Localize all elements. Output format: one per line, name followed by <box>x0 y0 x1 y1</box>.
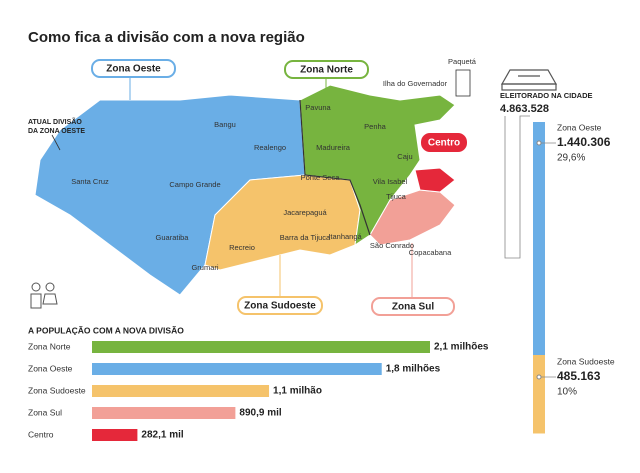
zone-area <box>369 189 456 246</box>
bracket <box>504 115 530 259</box>
row-label: Zona Oeste <box>28 363 73 373</box>
value-label: 2,1 milhões <box>434 342 489 353</box>
electorate-title: ELEITORADO NA CIDADE <box>500 91 593 100</box>
zone-pill <box>284 60 369 79</box>
place-label: Vila Isabel <box>373 177 408 186</box>
value-label: 1,8 milhões <box>386 364 441 375</box>
row-label: Zona Sudoeste <box>28 385 86 395</box>
place-label: Bangu <box>214 120 236 129</box>
zone-label: Zona Sul <box>392 302 434 313</box>
bar <box>92 341 430 353</box>
value-label: 1,1 milhão <box>273 386 322 397</box>
zone-label: Centro <box>428 138 460 149</box>
zone-pill <box>91 59 176 78</box>
zone-label: Zona Sudoeste <box>244 301 316 312</box>
electorate-segment <box>533 355 545 434</box>
bar <box>92 407 236 419</box>
place-label: Pavuna <box>305 103 331 112</box>
segment-share: 10% <box>557 387 577 398</box>
place-label: Realengo <box>254 143 286 152</box>
segment-share: 29,6% <box>557 153 585 164</box>
row-label: Zona Norte <box>28 341 71 351</box>
value-label: 282,1 mil <box>141 430 183 441</box>
people-icon <box>30 282 58 309</box>
zone-pill <box>371 297 455 316</box>
segment-name: Zona Sudoeste <box>557 356 615 366</box>
zone-border <box>299 99 371 236</box>
place-label: Madureira <box>316 143 351 152</box>
zone-pill <box>421 133 467 152</box>
place-label: Campo Grande <box>169 180 220 189</box>
place-label: São Conrado <box>370 241 414 250</box>
electorate-total: 4.863.528 <box>500 103 549 115</box>
leader-line <box>51 134 61 151</box>
place-label: Recreio <box>229 243 255 252</box>
map <box>34 69 471 298</box>
ballot-icon <box>500 69 558 91</box>
leader-dot <box>536 140 542 146</box>
zone-area <box>299 84 456 247</box>
row-label: Centro <box>28 429 54 439</box>
value-label: 890,9 mil <box>239 408 281 419</box>
zone-label: Zona Oeste <box>106 64 161 75</box>
place-label: Barra da Tijuca <box>280 233 331 242</box>
electorate-segment <box>533 122 545 355</box>
bar <box>92 385 270 397</box>
place-label: Itanhangá <box>328 232 362 241</box>
place-label: Tijuca <box>386 192 407 201</box>
segment-value: 1.440.306 <box>557 135 611 149</box>
place-label: Ponte Seca <box>301 173 341 182</box>
leader-dot <box>536 374 542 380</box>
title: Como fica a divisão com a nova região <box>28 29 305 46</box>
place-label: Penha <box>364 122 387 131</box>
place-label: Paquetá <box>448 57 477 66</box>
inset-box <box>455 69 471 97</box>
zone-area <box>414 167 456 193</box>
segment-name: Zona Oeste <box>557 122 602 132</box>
bar <box>92 363 382 375</box>
place-label: Santa Cruz <box>71 177 109 186</box>
annotation: ATUAL DIVISÃO <box>28 117 82 126</box>
row-label: Zona Sul <box>28 407 62 417</box>
place-label: Caju <box>397 152 412 161</box>
place-label: Jacarepaguá <box>283 208 327 217</box>
zone-label: Zona Norte <box>300 65 353 76</box>
place-label: Ilha do Governador <box>383 79 448 88</box>
population-title: A POPULAÇÃO COM A NOVA DIVISÃO <box>28 325 184 335</box>
annotation: DA ZONA OESTE <box>28 128 85 135</box>
zone-area <box>204 174 361 271</box>
place-label: Grumari <box>191 263 218 272</box>
place-label: Copacabana <box>409 248 452 257</box>
zone-pill <box>237 296 323 315</box>
place-label: Guaratiba <box>156 233 190 242</box>
segment-value: 485.163 <box>557 369 601 383</box>
bar <box>92 429 138 441</box>
